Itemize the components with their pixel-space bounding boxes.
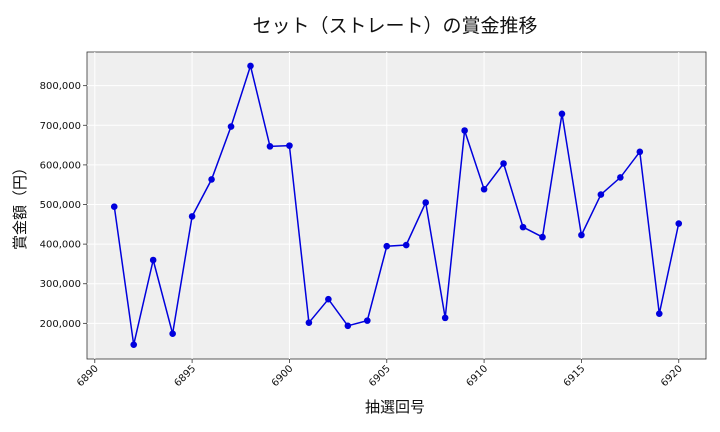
series-layer bbox=[110, 62, 683, 348]
plot-area bbox=[86, 51, 707, 360]
data-point bbox=[364, 317, 371, 324]
y-tick-label: 300,000 bbox=[40, 279, 81, 290]
data-point bbox=[441, 314, 449, 322]
data-point bbox=[422, 199, 429, 206]
data-point bbox=[675, 220, 683, 227]
data-point bbox=[578, 231, 585, 239]
y-tick-label: 500,000 bbox=[40, 200, 81, 211]
y-tick-label: 600,000 bbox=[40, 160, 81, 171]
data-point bbox=[636, 148, 644, 156]
y-tick-label: 200,000 bbox=[40, 319, 81, 330]
data-point bbox=[461, 127, 468, 134]
data-point bbox=[247, 62, 254, 70]
chart-title: セット（ストレート）の賞金推移 bbox=[252, 15, 537, 37]
data-point bbox=[597, 191, 605, 198]
y-axis-label: 賞金額（円） bbox=[11, 160, 29, 250]
y-tick-label: 800,000 bbox=[40, 81, 81, 92]
data-point bbox=[519, 223, 527, 231]
data-point bbox=[480, 185, 488, 193]
data-point bbox=[539, 233, 546, 241]
data-point bbox=[500, 160, 507, 167]
x-tick-label: 6895 bbox=[172, 363, 198, 389]
data-point bbox=[344, 322, 352, 330]
data-point bbox=[130, 341, 138, 348]
x-tick-label: 6915 bbox=[562, 363, 588, 389]
data-point bbox=[169, 330, 176, 338]
data-point bbox=[266, 143, 274, 150]
data-point bbox=[325, 295, 332, 303]
y-tick-label: 400,000 bbox=[40, 240, 81, 251]
x-tick-label: 6920 bbox=[659, 363, 685, 389]
data-point bbox=[655, 310, 663, 317]
data-point bbox=[402, 241, 410, 249]
x-tick-label: 6900 bbox=[270, 363, 296, 389]
x-tick-label: 6905 bbox=[367, 363, 393, 389]
x-tick-label: 6890 bbox=[75, 363, 101, 389]
data-point bbox=[305, 319, 313, 326]
data-point bbox=[227, 123, 235, 130]
data-point bbox=[188, 213, 196, 220]
data-point bbox=[286, 142, 293, 149]
grid-lines bbox=[87, 52, 706, 359]
y-tick-label: 700,000 bbox=[40, 121, 81, 132]
x-tick-label: 6910 bbox=[464, 363, 490, 389]
data-point bbox=[383, 242, 391, 250]
x-axis-label: 抽選回号 bbox=[365, 398, 425, 416]
data-point bbox=[617, 174, 624, 181]
data-point bbox=[110, 203, 118, 211]
series-line bbox=[113, 63, 680, 345]
data-point bbox=[558, 110, 566, 118]
data-point bbox=[149, 256, 157, 264]
data-point bbox=[208, 176, 215, 183]
